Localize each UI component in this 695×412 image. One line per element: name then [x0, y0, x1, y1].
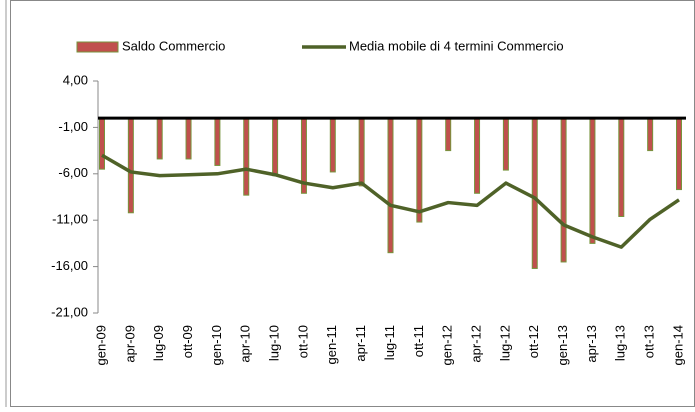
x-tick-label: lug-11 — [382, 325, 397, 360]
y-tick-label: -11,00 — [52, 212, 88, 227]
bar — [445, 117, 452, 152]
y-tick-label: -1,00 — [58, 119, 88, 134]
x-tick-label: apr-11 — [353, 325, 368, 362]
bar — [531, 117, 538, 269]
y-tick-label: 4,00 — [63, 72, 88, 87]
y-tick-label: -16,00 — [51, 258, 88, 273]
bar — [647, 117, 654, 152]
x-tick-label: ott-09 — [180, 325, 195, 358]
x-tick-label: ott-11 — [411, 325, 426, 357]
x-tick-label: gen-12 — [440, 325, 455, 365]
x-tick-label: ott-10 — [295, 325, 310, 358]
bar — [272, 117, 279, 177]
bar — [676, 117, 682, 191]
legend-swatch — [76, 41, 119, 53]
bar — [156, 117, 163, 160]
bar — [589, 117, 596, 244]
x-tick-label: lug-09 — [151, 325, 166, 361]
x-tick-label: ott-12 — [526, 325, 541, 358]
bar — [560, 117, 567, 263]
y-tick-label: -21,00 — [51, 304, 88, 319]
bar — [329, 117, 336, 173]
x-tick-label: apr-13 — [584, 325, 599, 363]
bar — [99, 117, 105, 170]
bar — [474, 117, 481, 194]
x-tick-label: lug-13 — [613, 325, 628, 361]
bar — [358, 117, 365, 187]
bar — [127, 117, 134, 214]
x-tick-label: gen-10 — [209, 325, 224, 365]
bar — [185, 117, 192, 160]
x-tick-label: gen-09 — [93, 325, 108, 365]
bar — [416, 117, 423, 223]
bar — [243, 117, 250, 196]
bar — [502, 117, 509, 171]
line — [101, 153, 680, 249]
x-tick-label: apr-10 — [238, 325, 253, 363]
bar — [618, 117, 625, 217]
legend-label: Media mobile di 4 termini Commercio — [349, 38, 564, 53]
x-tick-label: ott-13 — [642, 325, 657, 358]
x-tick-label: gen-11 — [324, 325, 339, 365]
bar — [387, 117, 394, 254]
x-tick-label: gen-14 — [670, 325, 685, 365]
legend-label: Saldo Commercio — [122, 38, 225, 53]
x-tick-label: lug-10 — [267, 325, 282, 361]
x-tick-label: apr-09 — [122, 325, 137, 363]
x-tick-label: apr-12 — [468, 325, 483, 363]
x-tick-label: gen-13 — [555, 325, 570, 365]
x-tick-label: lug-12 — [497, 325, 512, 361]
bar — [214, 117, 221, 166]
y-tick-label: -6,00 — [58, 165, 88, 180]
